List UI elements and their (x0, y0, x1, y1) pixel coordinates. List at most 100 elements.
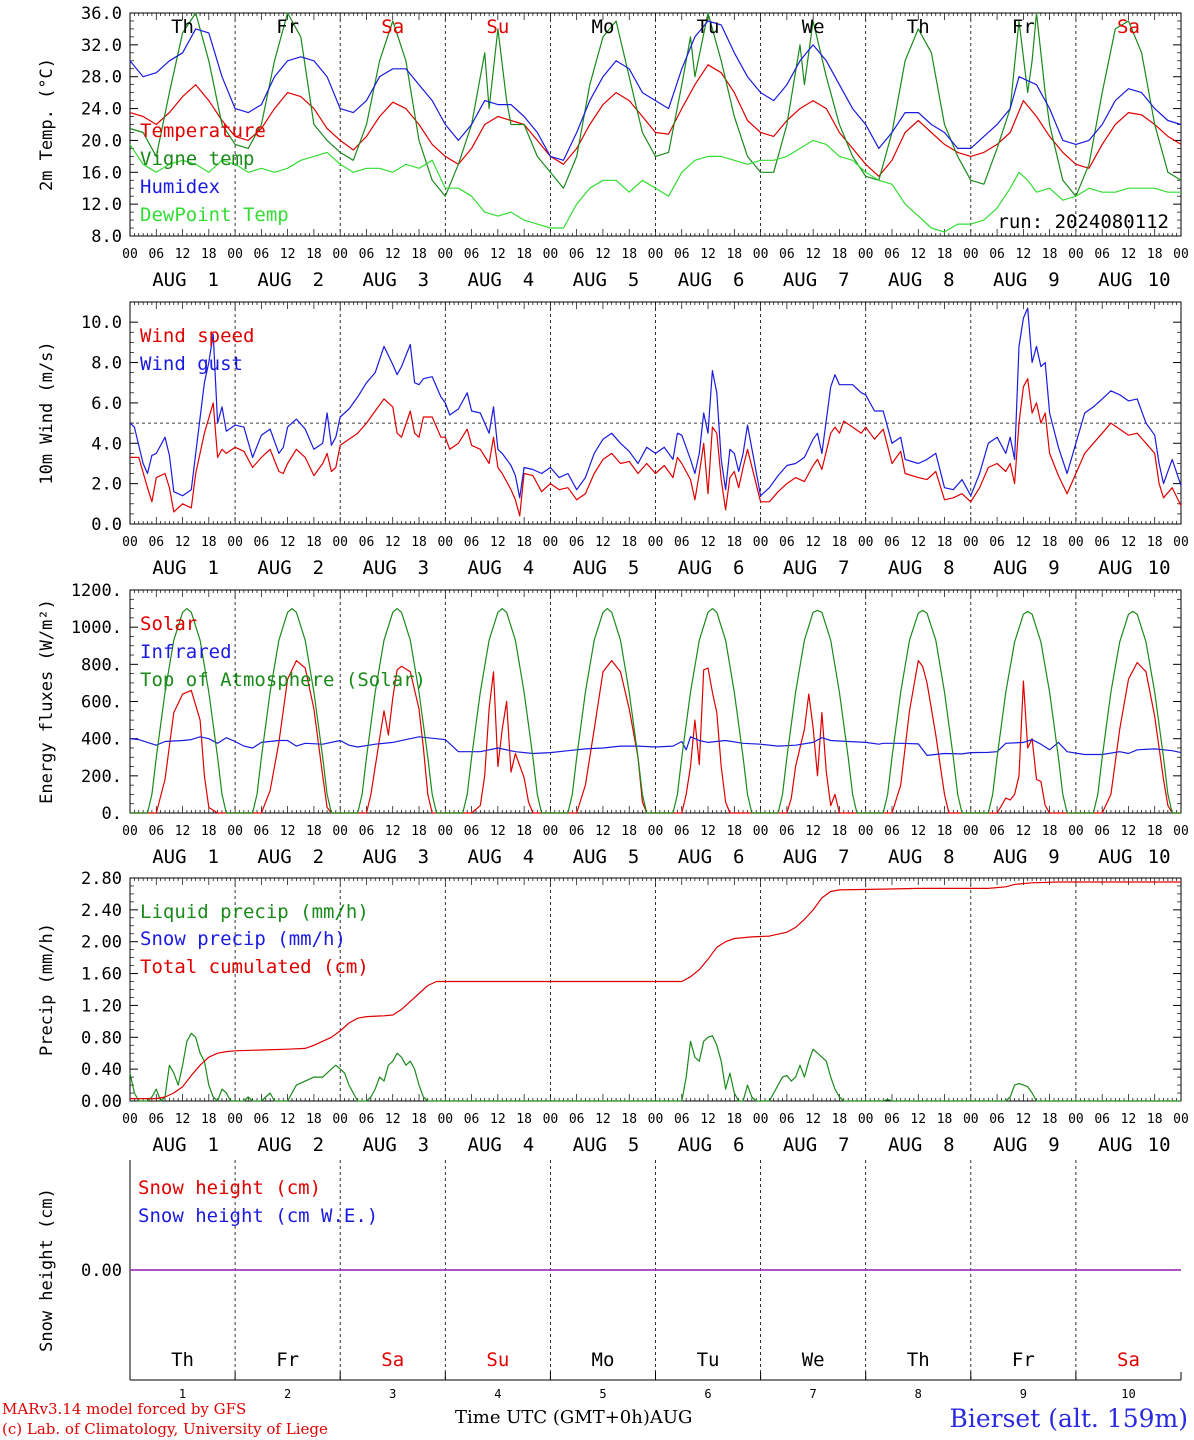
series-line-top-of-atmosphere-solar (130, 607, 1181, 814)
day-month-label: AUG (152, 1134, 186, 1156)
weekday-label: Mo (592, 1349, 615, 1371)
day-month-label: AUG (993, 846, 1027, 868)
day-month-label: AUG (783, 846, 817, 868)
hour-tick-label: 00 (543, 535, 559, 550)
hour-tick-label: 06 (148, 535, 164, 550)
hour-tick-label: 12 (700, 535, 716, 550)
hour-tick-label: 00 (122, 824, 138, 839)
hour-tick-label: 18 (1147, 824, 1163, 839)
hour-tick-label: 12 (1016, 535, 1032, 550)
hour-tick-label: 12 (910, 1112, 926, 1127)
hour-tick-label: 00 (437, 247, 453, 262)
day-number-label: 2 (313, 269, 324, 291)
day-number-label: 4 (523, 557, 534, 579)
hour-tick-label: 06 (674, 535, 690, 550)
hour-tick-label: 06 (674, 1112, 690, 1127)
hour-tick-label: 00 (753, 1112, 769, 1127)
hour-tick-label: 18 (201, 824, 217, 839)
day-number-label: 3 (418, 1134, 429, 1156)
y-tick-label: 10.0 (81, 313, 122, 333)
panel-frame (129, 589, 1182, 814)
hour-tick-label: 06 (359, 535, 375, 550)
hour-tick-label: 00 (543, 247, 559, 262)
day-number-label: 1 (207, 269, 218, 291)
hour-tick-label: 12 (175, 535, 191, 550)
day-number-label: 7 (838, 557, 849, 579)
y-tick-label: 2.00 (81, 933, 122, 953)
day-number-label: 3 (389, 1387, 396, 1401)
hour-tick-label: 12 (910, 247, 926, 262)
legend-entry: Infrared (140, 641, 232, 663)
hour-tick-label: 06 (989, 824, 1005, 839)
hour-tick-label: 00 (858, 535, 874, 550)
hour-tick-label: 12 (805, 824, 821, 839)
hour-tick-label: 00 (1173, 535, 1189, 550)
hour-tick-label: 06 (779, 247, 795, 262)
legend-entry: Liquid precip (mm/h) (140, 901, 369, 923)
hour-tick-label: 18 (726, 824, 742, 839)
station-name: Bierset (alt. 159m) (949, 1404, 1188, 1433)
hour-tick-label: 18 (937, 1112, 953, 1127)
hour-tick-label: 18 (832, 1112, 848, 1127)
day-month-label: AUG (888, 557, 922, 579)
day-month-label: AUG (783, 269, 817, 291)
y-tick-label: 28.0 (81, 68, 122, 88)
day-month-label: AUG (468, 1134, 502, 1156)
day-month-label: AUG (468, 269, 502, 291)
weekday-label: Sa (381, 1349, 404, 1371)
hour-tick-label: 00 (1068, 535, 1084, 550)
y-tick-label: 2.40 (81, 901, 122, 921)
hour-tick-label: 12 (805, 535, 821, 550)
y-tick-label: 0. (102, 804, 122, 824)
hour-tick-label: 18 (516, 1112, 532, 1127)
y-tick-label: 400. (81, 730, 122, 750)
panel-1: 8.0 12.0 16.0 20.0 24.0 28.0 32.0 36.0 2m Temp. … (37, 4, 1189, 291)
y-tick-label: 0.00 (81, 1261, 122, 1281)
weekday-label: Fr (1012, 1349, 1035, 1371)
day-month-label: AUG (152, 557, 186, 579)
day-number-label: 9 (1048, 557, 1059, 579)
y-tick-label: 2.80 (81, 869, 122, 889)
hour-tick-label: 18 (726, 535, 742, 550)
day-month-label: AUG (678, 557, 712, 579)
day-month-label: AUG (573, 269, 607, 291)
legend-entry: Temperature (140, 120, 266, 142)
hour-tick-label: 18 (832, 535, 848, 550)
hour-tick-label: 06 (569, 1112, 585, 1127)
legend-entry: Wind gust (140, 353, 243, 375)
day-month-label: AUG (888, 1134, 922, 1156)
hour-tick-label: 06 (674, 247, 690, 262)
day-number-label: 6 (733, 557, 744, 579)
day-month-label: AUG (362, 557, 396, 579)
hour-tick-label: 18 (516, 535, 532, 550)
day-number-label: 2 (313, 1134, 324, 1156)
hour-tick-label: 18 (201, 535, 217, 550)
day-month-label: AUG (362, 846, 396, 868)
y-tick-label: 24.0 (81, 100, 122, 120)
hour-tick-label: 06 (464, 1112, 480, 1127)
hour-tick-label: 06 (359, 824, 375, 839)
panel-3: 0. 200. 400. 600. 800. 1000. 1200. Energy fluxe… (37, 581, 1189, 868)
hour-tick-label: 18 (201, 247, 217, 262)
hour-tick-label: 00 (858, 1112, 874, 1127)
y-axis-label: 2m Temp. (°C) (37, 58, 57, 191)
hour-tick-label: 00 (753, 247, 769, 262)
y-tick-label: 1000. (71, 618, 122, 638)
day-number-label: 8 (943, 846, 954, 868)
day-number-label: 5 (628, 846, 639, 868)
day-number-label: 7 (838, 269, 849, 291)
legend-entry: Snow precip (mm/h) (140, 928, 346, 950)
hour-tick-label: 18 (621, 535, 637, 550)
y-tick-label: 36.0 (81, 4, 122, 24)
day-number-label: 4 (523, 846, 534, 868)
day-number-label: 10 (1148, 557, 1171, 579)
series-line-dewpoint-temp (129, 139, 1181, 233)
day-month-label: AUG (573, 1134, 607, 1156)
hour-tick-label: 06 (254, 1112, 270, 1127)
y-tick-label: 2.0 (91, 475, 122, 495)
hour-tick-label: 18 (306, 1112, 322, 1127)
weekday-label: Mo (592, 16, 615, 38)
hour-tick-label: 12 (175, 1112, 191, 1127)
y-tick-label: 200. (81, 767, 122, 787)
hour-tick-label: 00 (122, 247, 138, 262)
